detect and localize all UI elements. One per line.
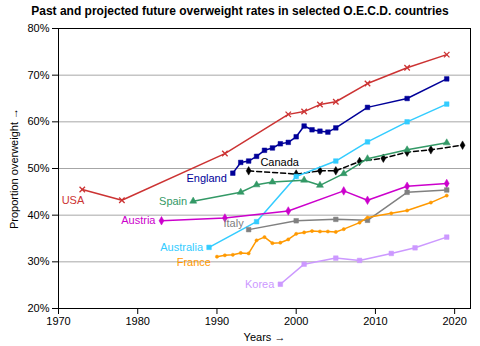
svg-text:England: England	[186, 172, 226, 184]
svg-text:France: France	[177, 256, 211, 268]
svg-text:1970: 1970	[46, 315, 70, 327]
svg-text:80%: 80%	[27, 22, 49, 34]
svg-text:2000: 2000	[284, 315, 308, 327]
svg-text:70%: 70%	[27, 69, 49, 81]
svg-text:Austria: Austria	[121, 214, 156, 226]
svg-text:Years →: Years →	[244, 331, 286, 343]
svg-text:1990: 1990	[205, 315, 229, 327]
svg-text:Italy: Italy	[223, 217, 244, 229]
svg-text:1980: 1980	[125, 315, 149, 327]
svg-text:Proportion overweight →: Proportion overweight →	[8, 108, 20, 229]
svg-text:20%: 20%	[27, 302, 49, 314]
svg-text:Australia: Australia	[160, 241, 204, 253]
svg-text:30%: 30%	[27, 255, 49, 267]
svg-text:Spain: Spain	[159, 195, 187, 207]
svg-text:2010: 2010	[363, 315, 387, 327]
svg-text:Canada: Canada	[260, 156, 299, 168]
svg-text:40%: 40%	[27, 209, 49, 221]
html-text:Past and projected future over: Past and projected future overweight rat…	[31, 4, 449, 18]
svg-text:Korea: Korea	[245, 278, 275, 290]
svg-text:50%: 50%	[27, 162, 49, 174]
svg-text:60%: 60%	[27, 115, 49, 127]
svg-text:2020: 2020	[442, 315, 466, 327]
svg-text:USA: USA	[62, 194, 85, 206]
